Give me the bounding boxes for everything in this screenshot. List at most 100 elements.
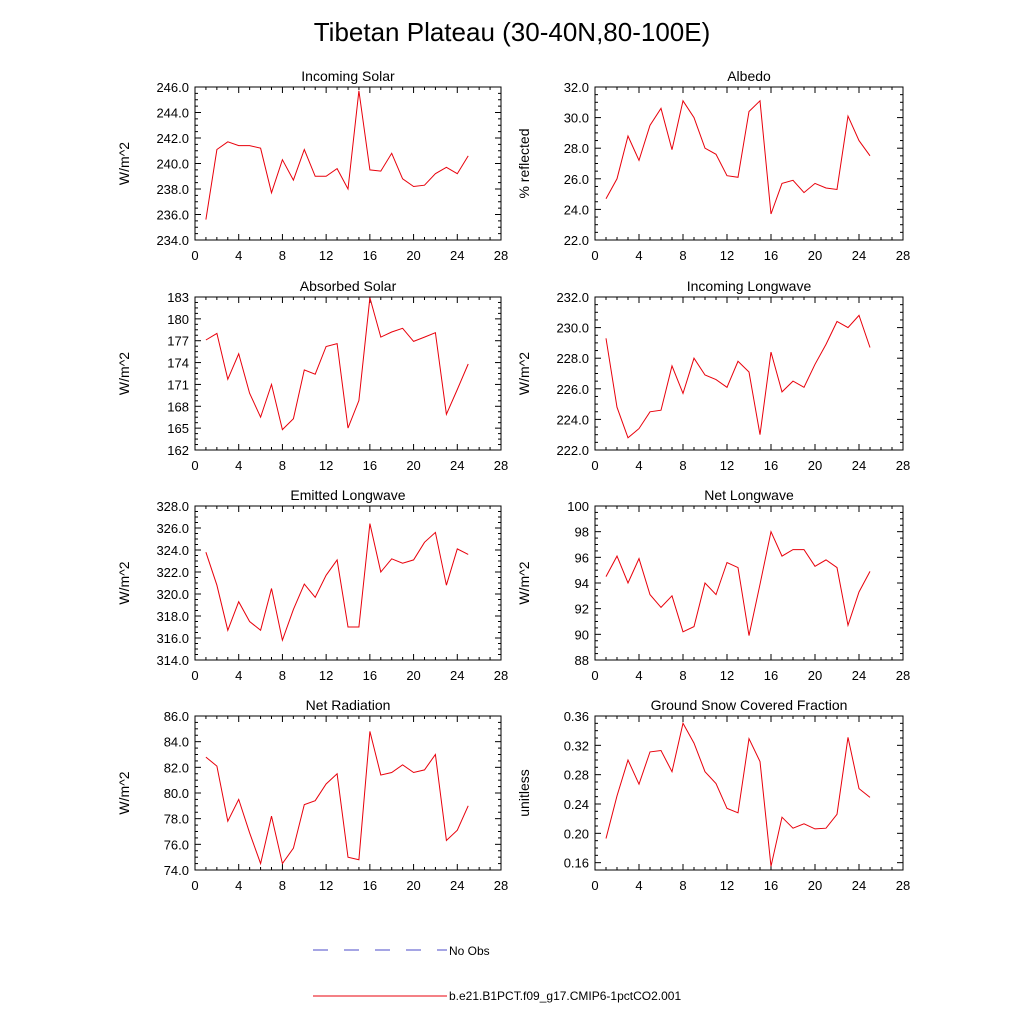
- y-tick-label: 84.0: [164, 735, 189, 750]
- y-tick-label: 226.0: [556, 382, 589, 397]
- x-tick-label: 16: [363, 248, 377, 263]
- series-line: [605, 721, 871, 867]
- chart-title: Net Radiation: [306, 697, 391, 713]
- y-tick-label: 162: [167, 443, 189, 458]
- y-tick-label: 98: [575, 525, 589, 540]
- y-tick-label: 30.0: [564, 111, 589, 126]
- y-tick-label: 86.0: [164, 709, 189, 724]
- x-tick-label: 0: [591, 878, 598, 893]
- legend-label: No Obs: [449, 944, 490, 958]
- x-tick-label: 8: [279, 878, 286, 893]
- x-tick-label: 12: [319, 248, 333, 263]
- y-tick-label: 0.28: [564, 768, 589, 783]
- x-tick-label: 28: [494, 878, 508, 893]
- y-axis-label: unitless: [516, 769, 532, 816]
- x-tick-label: 0: [191, 458, 198, 473]
- y-tick-label: 78.0: [164, 812, 189, 827]
- y-tick-label: 234.0: [156, 233, 189, 248]
- y-tick-label: 232.0: [556, 290, 589, 305]
- x-tick-label: 8: [679, 248, 686, 263]
- y-tick-label: 242.0: [156, 131, 189, 146]
- y-tick-label: 165: [167, 421, 189, 436]
- series-line: [205, 297, 469, 431]
- y-tick-label: 92: [575, 602, 589, 617]
- y-tick-label: 322.0: [156, 565, 189, 580]
- x-tick-label: 16: [764, 668, 778, 683]
- y-tick-label: 76.0: [164, 837, 189, 852]
- y-tick-label: 26.0: [564, 172, 589, 187]
- x-tick-label: 8: [279, 458, 286, 473]
- y-tick-label: 74.0: [164, 863, 189, 878]
- x-tick-label: 28: [494, 248, 508, 263]
- plot-frame: [194, 715, 502, 871]
- chart-panel: Albedo % reflected 0 4 8 12 16 20 24 28 22.0 24.0 26…: [516, 68, 910, 263]
- y-tick-label: 94: [575, 576, 589, 591]
- x-tick-label: 8: [279, 248, 286, 263]
- x-tick-label: 0: [191, 878, 198, 893]
- x-tick-label: 24: [450, 248, 464, 263]
- x-tick-label: 28: [896, 668, 910, 683]
- y-tick-label: 32.0: [564, 80, 589, 95]
- y-tick-label: 90: [575, 627, 589, 642]
- x-tick-label: 0: [591, 248, 598, 263]
- series-line: [605, 99, 871, 215]
- y-tick-label: 171: [167, 377, 189, 392]
- y-tick-label: 168: [167, 399, 189, 414]
- x-tick-label: 8: [279, 668, 286, 683]
- y-tick-label: 316.0: [156, 631, 189, 646]
- y-tick-label: 100: [567, 499, 589, 514]
- legend: No Obs b.e21.B1PCT.f09_g17.CMIP6-1pctCO2.…: [313, 944, 681, 1003]
- x-tick-label: 4: [635, 668, 642, 683]
- y-axis-label: W/m^2: [116, 352, 132, 395]
- x-tick-label: 8: [679, 458, 686, 473]
- plot-frame: [594, 86, 904, 241]
- series-line: [205, 731, 469, 866]
- x-tick-label: 4: [635, 248, 642, 263]
- x-tick-label: 28: [494, 458, 508, 473]
- y-tick-label: 177: [167, 334, 189, 349]
- x-tick-label: 12: [319, 878, 333, 893]
- y-axis-label: W/m^2: [116, 142, 132, 185]
- x-tick-label: 24: [450, 878, 464, 893]
- y-tick-label: 326.0: [156, 521, 189, 536]
- y-tick-label: 238.0: [156, 182, 189, 197]
- legend-label: b.e21.B1PCT.f09_g17.CMIP6-1pctCO2.001: [449, 989, 681, 1003]
- y-tick-label: 82.0: [164, 760, 189, 775]
- y-tick-label: 0.32: [564, 738, 589, 753]
- x-tick-label: 20: [406, 878, 420, 893]
- plot-frame: [194, 86, 502, 241]
- chart-panel: Incoming Longwave W/m^2 0 4 8 12 16 20 24 28 222.0…: [516, 278, 910, 473]
- y-tick-label: 318.0: [156, 609, 189, 624]
- series-line: [205, 90, 469, 220]
- x-tick-label: 24: [852, 458, 866, 473]
- x-tick-label: 20: [808, 248, 822, 263]
- y-tick-label: 224.0: [556, 412, 589, 427]
- y-axis-label: W/m^2: [116, 771, 132, 814]
- chart-title: Incoming Longwave: [687, 278, 812, 294]
- x-tick-label: 20: [808, 458, 822, 473]
- y-tick-label: 174: [167, 356, 189, 371]
- y-tick-label: 240.0: [156, 157, 189, 172]
- chart-title: Emitted Longwave: [290, 487, 405, 503]
- x-tick-label: 4: [235, 458, 242, 473]
- plot-frame: [194, 505, 502, 661]
- chart-title: Net Longwave: [704, 487, 794, 503]
- x-tick-label: 28: [896, 878, 910, 893]
- y-tick-label: 80.0: [164, 786, 189, 801]
- x-tick-label: 12: [720, 668, 734, 683]
- x-tick-label: 24: [852, 248, 866, 263]
- x-tick-label: 16: [363, 458, 377, 473]
- chart-panel: Emitted Longwave W/m^2 0 4 8 12 16 20 24 28 314.0 3…: [116, 487, 508, 683]
- y-tick-label: 228.0: [556, 351, 589, 366]
- x-tick-label: 20: [406, 668, 420, 683]
- y-tick-label: 0.16: [564, 856, 589, 871]
- y-tick-label: 246.0: [156, 80, 189, 95]
- x-tick-label: 28: [896, 458, 910, 473]
- y-tick-label: 244.0: [156, 106, 189, 121]
- x-tick-label: 16: [363, 668, 377, 683]
- y-tick-label: 314.0: [156, 653, 189, 668]
- x-tick-label: 4: [635, 878, 642, 893]
- x-tick-label: 28: [896, 248, 910, 263]
- y-tick-label: 236.0: [156, 208, 189, 223]
